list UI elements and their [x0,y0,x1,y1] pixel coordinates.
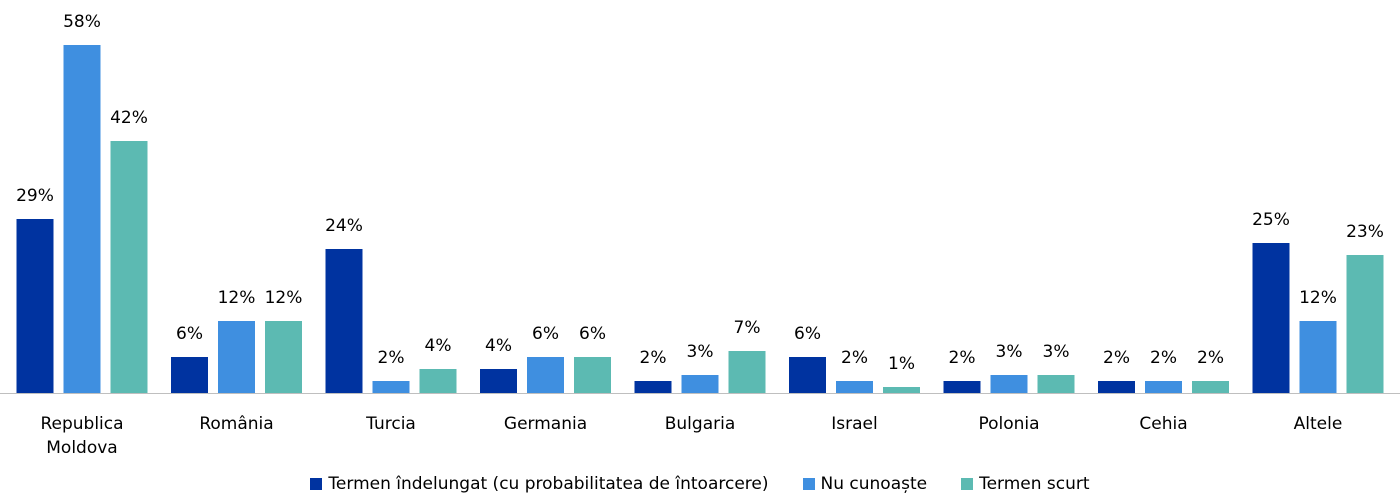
bar [1037,375,1075,393]
value-label: 2% [1150,348,1177,368]
bar [1252,243,1290,393]
bar [527,357,564,393]
value-label: 6% [794,324,821,344]
legend-swatch [802,478,815,490]
bar [372,381,410,393]
value-label: 2% [378,348,405,368]
value-label: 2% [640,348,667,368]
bar [218,321,255,393]
legend-swatch [310,478,323,490]
bar [943,381,981,393]
bar [265,321,302,393]
value-label: 3% [687,342,714,362]
chart: 29% 58% 42% 6% 12% 12% 24% 2% 4% 4% 6% 6% 2% 3% 7% 6% 2%… [0,12,1400,394]
legend-label: Nu cunoaște [820,474,928,494]
bar [480,369,517,393]
value-label: 42% [110,108,148,128]
legend-item: Termen scurt [961,474,1090,494]
value-label: 6% [532,324,559,344]
x-tick-label: România [199,414,274,434]
value-label: 7% [734,318,761,338]
value-label: 12% [218,288,256,308]
legend-label: Termen îndelungat (cu probabilitatea de … [328,474,769,494]
x-tick-label: Polonia [978,414,1040,434]
bar [1299,321,1337,393]
bar [789,357,826,393]
value-label: 12% [265,288,303,308]
legend-label: Termen scurt [979,474,1090,494]
bar [574,357,611,393]
value-label: 4% [485,336,512,356]
bar [681,375,719,393]
value-label: 2% [949,348,976,368]
legend-item: Termen îndelungat (cu probabilitatea de … [310,474,769,494]
value-label: 2% [1103,348,1130,368]
value-label: 2% [841,348,868,368]
bar [171,357,208,393]
bar [16,219,54,393]
bar [836,381,873,393]
value-label: 25% [1252,210,1290,230]
bar [325,249,363,393]
x-tick-label: Bulgaria [664,414,736,434]
x-tick-label: Germania [503,414,588,434]
value-label: 6% [176,324,203,344]
value-label: 29% [16,186,54,206]
value-label: 23% [1346,222,1384,242]
x-tick-label: Republica Moldova [40,414,124,458]
legend: Termen îndelungat (cu probabilitatea de … [0,474,1400,494]
legend-item: Nu cunoaște [802,474,928,494]
value-label: 12% [1299,288,1337,308]
bar [110,141,148,393]
bar [1346,255,1384,393]
x-tick-label: Altele [1293,414,1343,434]
value-label: 3% [996,342,1023,362]
value-label: 58% [63,12,101,32]
bar [728,351,766,393]
bar [419,369,457,393]
value-label: 4% [425,336,452,356]
value-label: 24% [325,216,363,236]
x-tick-label: Cehia [1139,414,1188,434]
legend-swatch [961,478,974,490]
bar [990,375,1028,393]
bar [1192,381,1229,393]
bar [63,45,101,393]
x-tick-label: Turcia [366,414,416,434]
value-label: 2% [1197,348,1224,368]
value-label: 6% [579,324,606,344]
bar [1098,381,1135,393]
x-tick-label: Israel [831,414,878,434]
bar [1145,381,1182,393]
bar [634,381,672,393]
bar [883,387,920,393]
value-label: 3% [1043,342,1070,362]
value-label: 1% [888,354,915,374]
